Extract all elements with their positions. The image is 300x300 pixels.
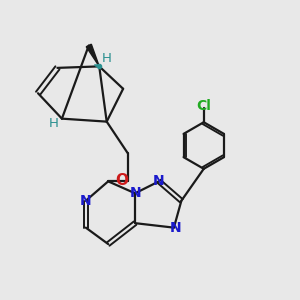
Polygon shape xyxy=(86,44,99,66)
Text: N: N xyxy=(169,220,181,235)
Text: N: N xyxy=(153,174,165,188)
Text: N: N xyxy=(80,194,91,208)
Text: N: N xyxy=(129,186,141,200)
Text: H: H xyxy=(49,117,58,130)
Text: Cl: Cl xyxy=(196,98,211,112)
Text: O: O xyxy=(115,173,128,188)
Text: H: H xyxy=(102,52,112,65)
